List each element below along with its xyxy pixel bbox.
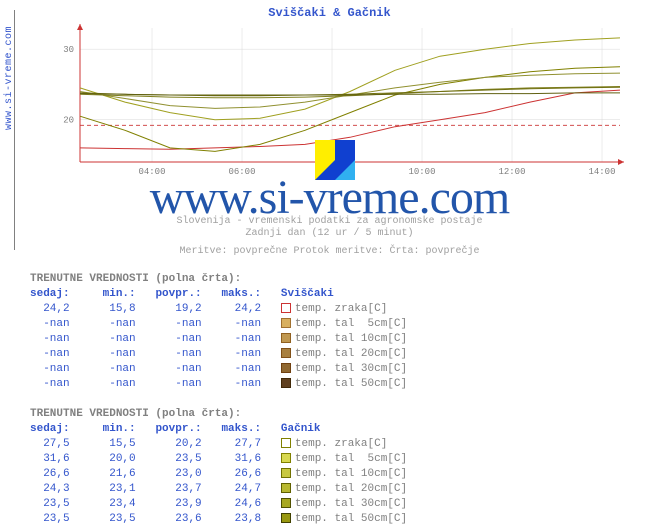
table-row: 27,5 15,5 20,2 27,7 temp. zraka[C] bbox=[30, 437, 407, 452]
svg-text:30: 30 bbox=[63, 45, 74, 55]
table-row: -nan -nan -nan -nan temp. tal 5cm[C] bbox=[30, 317, 407, 332]
sidebar-divider bbox=[14, 10, 15, 250]
table-row: -nan -nan -nan -nan temp. tal 10cm[C] bbox=[30, 332, 407, 347]
table-row: 24,3 23,1 23,7 24,7 temp. tal 20cm[C] bbox=[30, 482, 407, 497]
data-tables: TRENUTNE VREDNOSTI (polna črta):sedaj: m… bbox=[30, 272, 407, 527]
svg-text:06:00: 06:00 bbox=[228, 167, 255, 177]
table-row: -nan -nan -nan -nan temp. tal 30cm[C] bbox=[30, 362, 407, 377]
table-row: 23,5 23,4 23,9 24,6 temp. tal 30cm[C] bbox=[30, 497, 407, 512]
svg-text:20: 20 bbox=[63, 116, 74, 126]
svg-text:04:00: 04:00 bbox=[138, 167, 165, 177]
subtitle-1: Slovenija - vremenski podatki za agronom… bbox=[0, 216, 659, 227]
svg-text:10:00: 10:00 bbox=[408, 167, 435, 177]
table-row: -nan -nan -nan -nan temp. tal 20cm[C] bbox=[30, 347, 407, 362]
table-row: -nan -nan -nan -nan temp. tal 50cm[C] bbox=[30, 377, 407, 392]
subtitle-2: Zadnji dan (12 ur / 5 minut) bbox=[0, 228, 659, 239]
svg-text:12:00: 12:00 bbox=[498, 167, 525, 177]
table-row: 24,2 15,8 19,2 24,2 temp. zraka[C] bbox=[30, 302, 407, 317]
subtitle-3: Meritve: povprečne Protok meritve: Črta:… bbox=[0, 246, 659, 257]
table-row: 31,6 20,0 23,5 31,6 temp. tal 5cm[C] bbox=[30, 452, 407, 467]
watermark-icon bbox=[315, 140, 355, 180]
chart-title: Sviščaki & Gačnik bbox=[0, 6, 659, 20]
svg-text:14:00: 14:00 bbox=[588, 167, 615, 177]
table-row: 23,5 23,5 23,6 23,8 temp. tal 50cm[C] bbox=[30, 512, 407, 527]
table-row: 26,6 21,6 23,0 26,6 temp. tal 10cm[C] bbox=[30, 467, 407, 482]
